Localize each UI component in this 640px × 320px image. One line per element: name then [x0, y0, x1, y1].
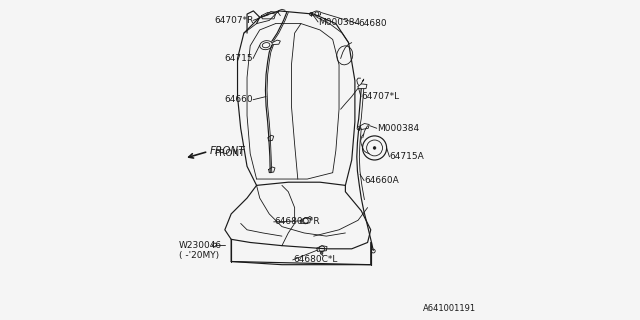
Text: 64715A: 64715A: [390, 152, 424, 161]
Text: FRONT: FRONT: [214, 149, 244, 158]
Text: FRONT: FRONT: [210, 147, 245, 156]
Text: 64707*R: 64707*R: [214, 16, 253, 25]
Text: 64680C*L: 64680C*L: [293, 255, 337, 264]
Text: 64660: 64660: [225, 95, 253, 104]
Text: W230046: W230046: [179, 241, 222, 250]
Text: 64660A: 64660A: [364, 176, 399, 185]
Text: ( -'20MY): ( -'20MY): [179, 251, 219, 260]
Text: M000384: M000384: [377, 124, 419, 133]
Text: A641001191: A641001191: [423, 304, 476, 313]
Text: 64680C*R: 64680C*R: [274, 217, 319, 226]
Circle shape: [373, 147, 376, 149]
Text: 64680: 64680: [358, 19, 387, 28]
Text: 64715: 64715: [225, 54, 253, 63]
Text: 64707*L: 64707*L: [361, 92, 399, 101]
Text: M000384: M000384: [319, 18, 360, 27]
